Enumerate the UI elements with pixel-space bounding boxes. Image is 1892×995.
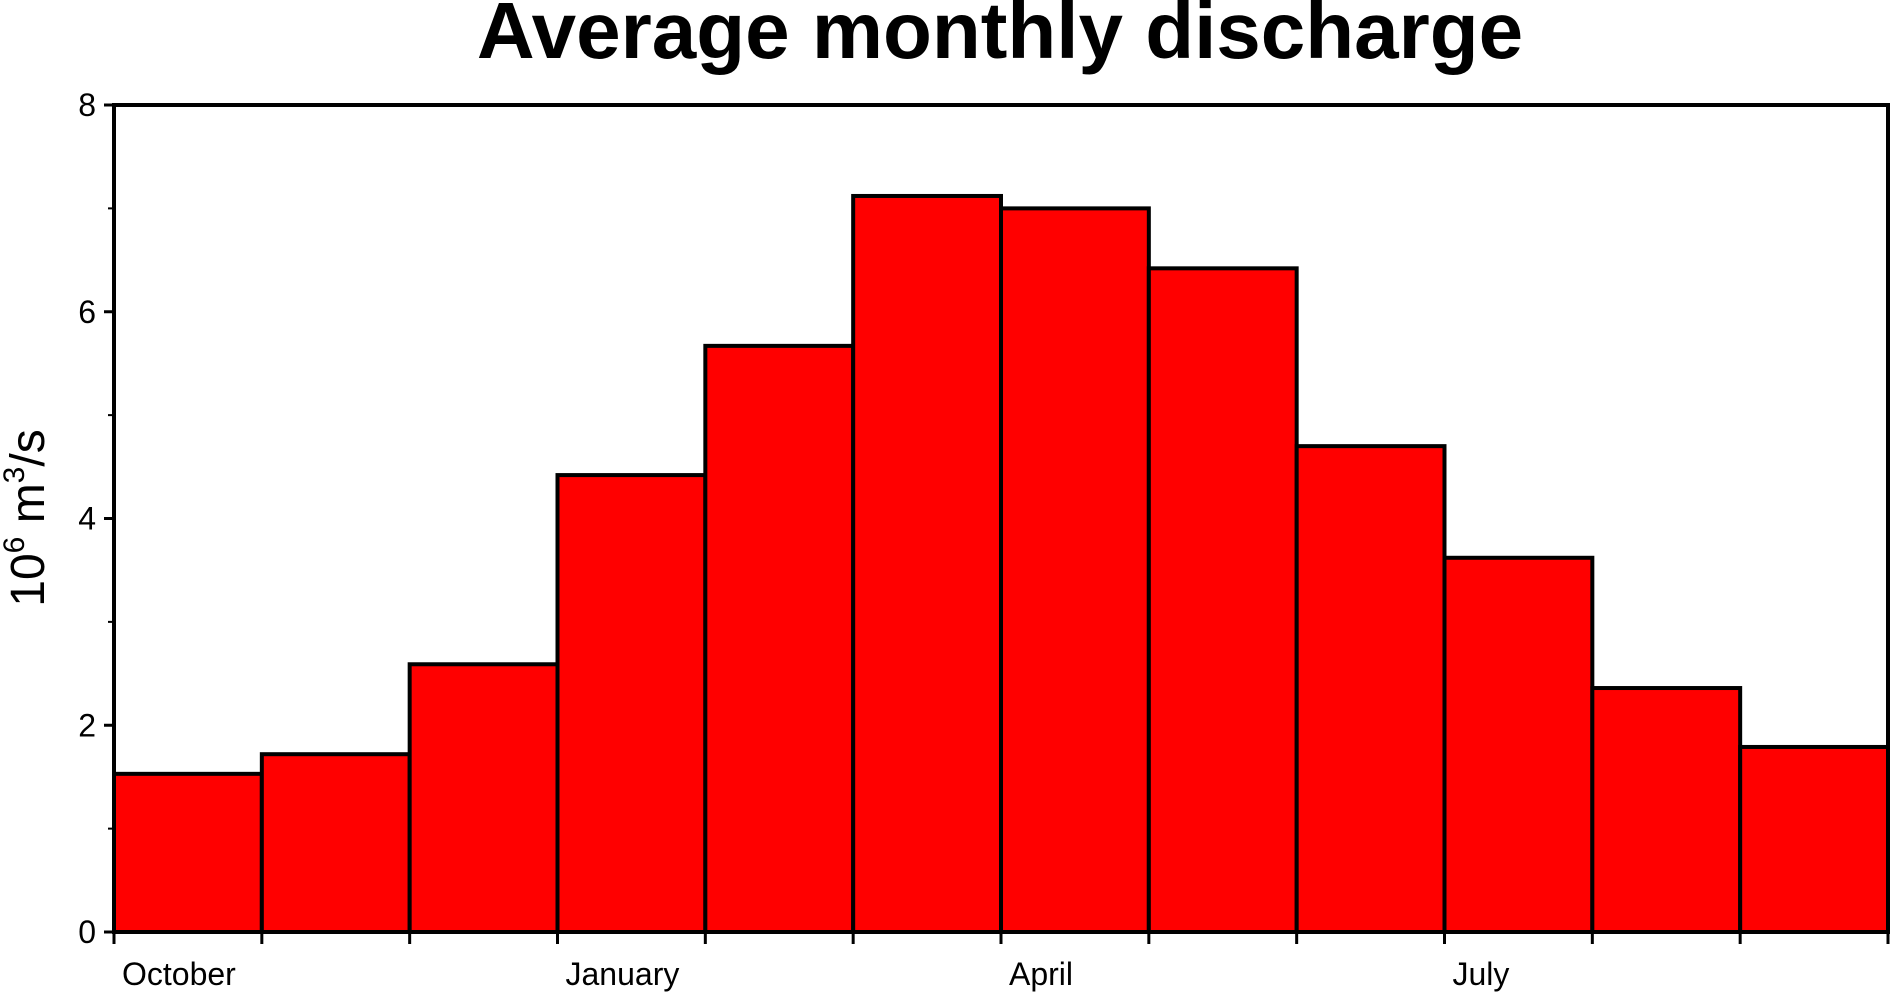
x-tick-label-april: April xyxy=(1009,956,1073,992)
bar-feb xyxy=(703,343,856,934)
y-tick-label-0: 0 xyxy=(78,914,96,950)
y-axis-label: 106 m3/s xyxy=(0,429,55,606)
bar-jul xyxy=(1442,555,1595,934)
axis-layer: 0 2 4 6 8 October January April July xyxy=(78,87,1890,992)
bar-jan xyxy=(555,473,708,934)
y-tick-label-4: 4 xyxy=(78,501,96,537)
bar-nov xyxy=(259,752,412,934)
x-tick-label-july: July xyxy=(1453,956,1510,992)
bar-aug xyxy=(1590,686,1743,934)
bar-apr xyxy=(999,206,1151,934)
plot-frame xyxy=(112,103,1890,934)
bars-layer xyxy=(112,193,1890,935)
x-tick-label-january: January xyxy=(566,956,680,992)
bar-oct xyxy=(112,771,264,934)
x-tick-label-october: October xyxy=(122,956,236,992)
bar-dec xyxy=(407,662,560,934)
bar-mar xyxy=(851,193,1004,935)
y-tick-label-8: 8 xyxy=(78,87,96,123)
y-tick-label-2: 2 xyxy=(78,707,96,743)
chart-title: Average monthly discharge xyxy=(477,0,1523,75)
bar-jun xyxy=(1294,444,1447,934)
bar-may xyxy=(1146,266,1299,934)
bar-sep xyxy=(1738,744,1890,934)
y-tick-label-6: 6 xyxy=(78,294,96,330)
